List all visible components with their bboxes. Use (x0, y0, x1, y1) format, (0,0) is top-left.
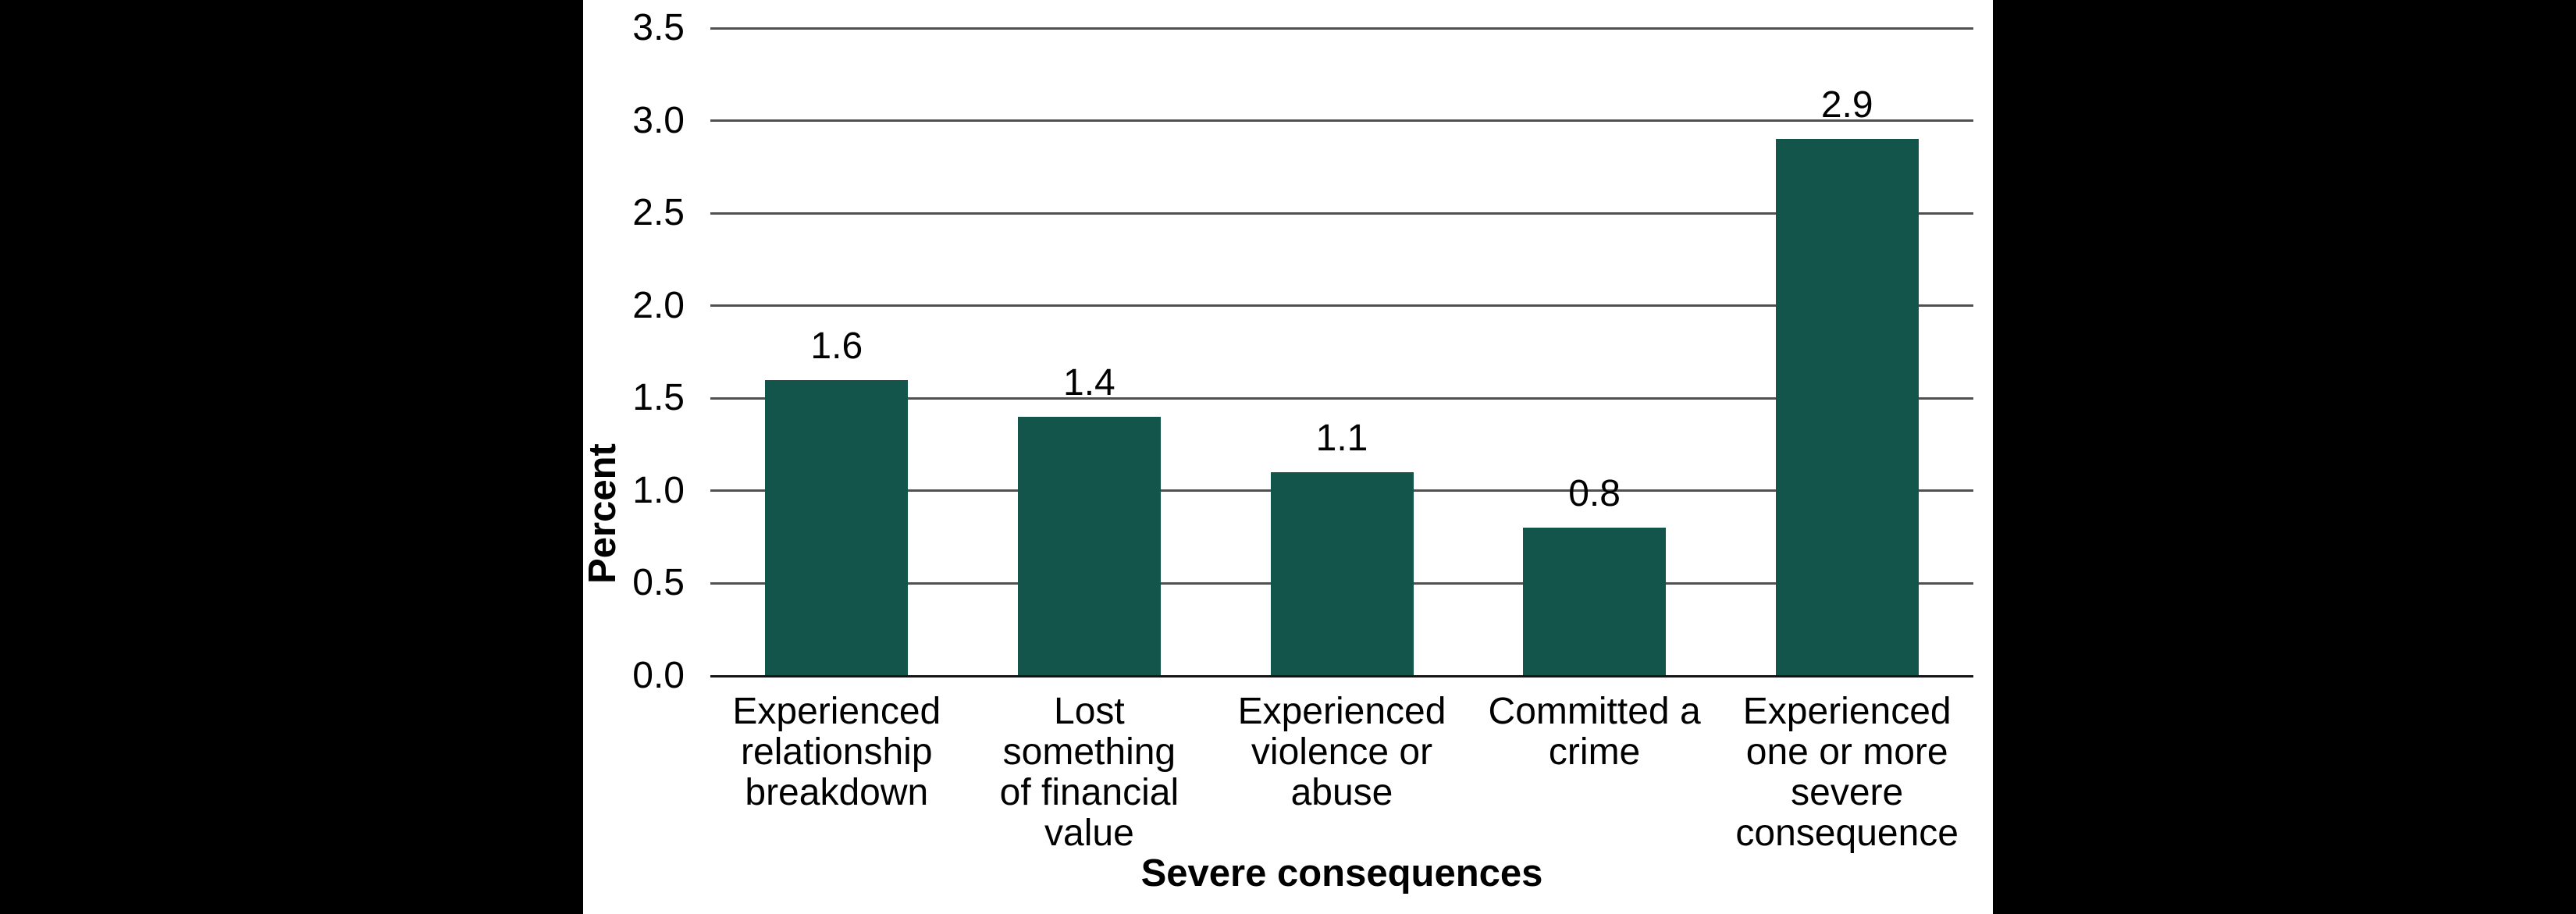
bar-value-label: 2.9 (1820, 84, 1873, 126)
x-axis-title: Severe consequences (1140, 852, 1543, 894)
y-axis-tick-label: 3.5 (632, 7, 685, 48)
y-axis-tick-label: 1.5 (632, 377, 685, 419)
gridline (710, 397, 1973, 400)
x-axis-category-label: Experienced one or more severe consequen… (1735, 691, 1959, 854)
gridline (710, 304, 1973, 308)
x-axis-category-label: Lost something of financial value (999, 691, 1179, 854)
x-axis-category-label: Committed a crime (1488, 691, 1701, 773)
bar-value-label: 1.4 (1063, 362, 1115, 404)
gridline (710, 212, 1973, 215)
bar (765, 379, 909, 676)
gridline (710, 27, 1973, 30)
y-axis-tick-label: 2.0 (632, 284, 685, 326)
y-axis-tick-label: 0.5 (632, 562, 685, 604)
bar-chart: 0.0 0.5 1.0 1.5 2.0 2.5 3.0 3.5 1.6 1.4 1.1 0.8 2.9… (582, 0, 1993, 914)
x-axis-category-label: Experienced relationship breakdown (732, 691, 941, 813)
bar (1270, 472, 1414, 676)
y-axis-tick-label: 3.0 (632, 99, 685, 141)
bar-value-label: 1.1 (1315, 418, 1368, 460)
gridline (710, 119, 1973, 123)
bar-value-label: 1.6 (810, 325, 863, 367)
bar-value-label: 0.8 (1568, 473, 1621, 515)
y-axis-tick-label: 2.5 (632, 192, 685, 234)
x-axis-line (710, 674, 1973, 677)
bar (1523, 528, 1667, 676)
x-axis-category-label: Experienced violence or abuse (1237, 691, 1446, 813)
y-axis-tick-label: 1.0 (632, 469, 685, 511)
y-axis-tick-label: 0.0 (632, 655, 685, 696)
bar (1017, 417, 1161, 676)
bar (1775, 139, 1919, 676)
